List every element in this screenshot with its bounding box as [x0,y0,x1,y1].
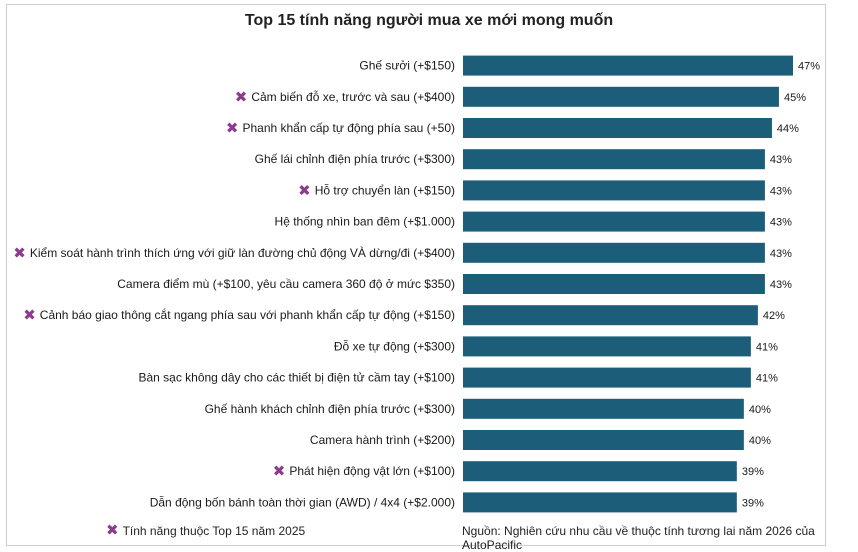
value-label: 45% [784,92,806,104]
bar [463,274,765,294]
x-mark-icon: ✖ [235,89,248,106]
category-label: Cảm biến đỗ xe, trước và sau (+$400) [251,89,455,104]
category-label: Dẫn động bốn bánh toàn thời gian (AWD) /… [150,494,455,509]
bar [463,305,758,326]
bar [463,86,779,107]
category-label: Phanh khẩn cấp tự động phía sau (+50) [242,121,455,135]
x-mark-icon: ✖ [298,182,311,199]
bar [463,430,744,450]
x-mark-icon: ✖ [226,120,239,137]
value-label: 43% [770,185,792,197]
value-label: 44% [777,123,799,135]
category-label: Phát hiện động vật lớn (+$100) [289,464,455,478]
category-label: Bàn sạc không dây cho các thiết bị điện … [138,371,455,385]
bar [463,367,751,388]
value-label: 43% [770,279,792,291]
category-label: Ghế hành khách chỉnh điện phía trước (+$… [205,402,455,416]
value-label: 40% [749,404,771,416]
category-label: Camera hành trình (+$200) [310,433,455,447]
bar [463,118,772,138]
category-label: Camera điểm mù (+$100, yêu cầu camera 36… [117,277,455,291]
legend-label: Tính năng thuộc Top 15 năm 2025 [122,524,306,538]
category-label: Cảnh báo giao thông cắt ngang phía sau v… [40,307,455,322]
value-label: 43% [770,217,792,229]
bar [463,211,765,232]
value-label: 41% [756,373,778,385]
bar [463,242,765,263]
x-mark-icon: ✖ [23,307,36,324]
value-label: 43% [770,154,792,166]
bar [463,55,793,76]
value-label: 39% [742,497,764,509]
bar [463,180,765,201]
value-label: 42% [763,310,785,322]
value-label: 47% [798,61,820,73]
category-label: Đỗ xe tự động (+$300) [334,338,455,353]
value-label: 39% [742,466,764,478]
value-label: 43% [770,248,792,260]
source-note: Nguồn: Nghiên cứu nhu cầu về thuộc tính … [462,524,815,552]
bar [463,149,765,170]
x-mark-icon: ✖ [13,245,26,262]
category-label: Hỗ trợ chuyển làn (+$150) [315,182,455,197]
chart-title: Top 15 tính năng người mua xe mới mong m… [244,12,614,29]
category-label: Hệ thống nhìn ban đêm (+$1.000) [275,215,455,229]
x-mark-icon: ✖ [273,463,286,480]
legend: ✖ Tính năng thuộc Top 15 năm 2025 [106,522,306,539]
category-label: Kiểm soát hành trình thích ứng với giữ l… [30,245,455,260]
bar [463,336,751,357]
bar [463,461,737,482]
value-label: 41% [756,341,778,353]
bar [463,492,737,513]
category-label: Ghế lái chỉnh điện phía trước (+$300) [255,152,455,166]
bar [463,398,744,419]
x-mark-icon: ✖ [106,522,119,539]
value-label: 40% [749,435,771,447]
category-label: Ghế sưởi (+$150) [359,59,455,73]
